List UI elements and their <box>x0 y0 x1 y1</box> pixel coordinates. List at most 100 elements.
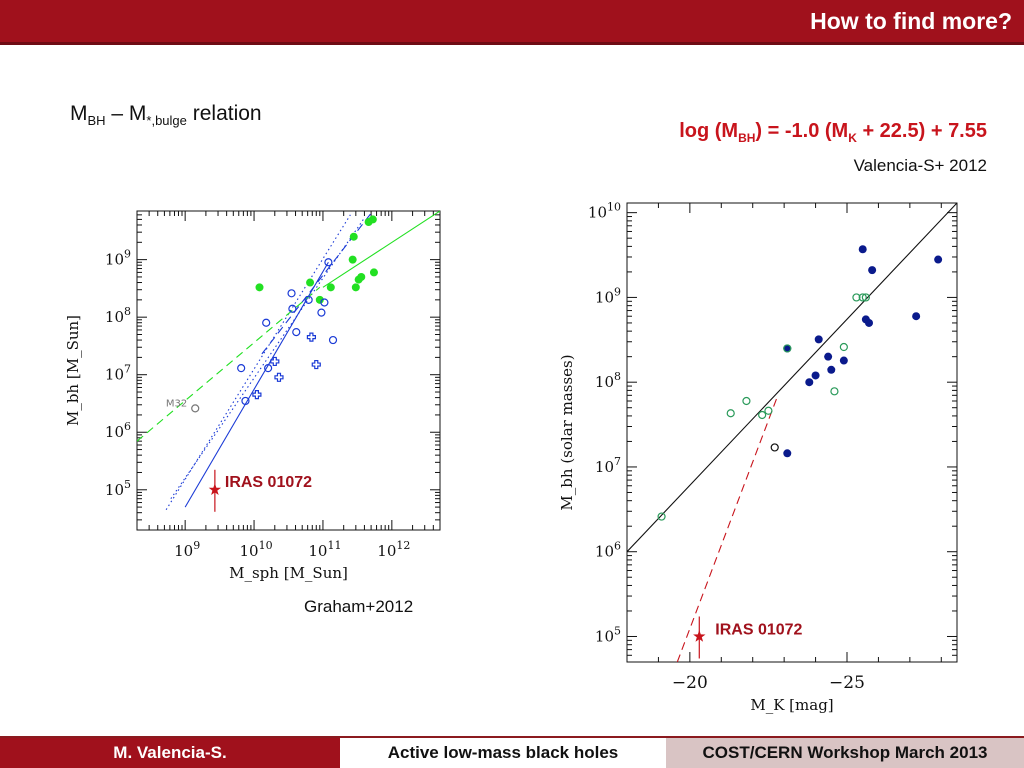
right-point <box>858 245 867 254</box>
left-point <box>191 404 200 413</box>
citation-left: Graham+2012 <box>304 597 414 616</box>
left-point <box>274 372 284 382</box>
right-point <box>770 443 779 452</box>
right-point <box>758 410 767 420</box>
slide-title: How to find more? <box>810 8 1012 34</box>
eq-part-2: ) = -1.0 (M <box>755 120 849 142</box>
left-point <box>326 283 335 292</box>
eq-sub-k: K <box>848 131 857 145</box>
right-y-tick-label: 107 <box>595 455 621 476</box>
left-point <box>262 318 271 327</box>
left-annotation-m32: M32 <box>166 398 187 409</box>
relation-label-bulge: *,bulge <box>146 113 187 129</box>
left-point <box>304 295 313 304</box>
right-x-tick-label: −20 <box>672 673 708 693</box>
left-star-point <box>208 483 222 495</box>
right-fit-line-solid <box>627 203 957 553</box>
left-point <box>357 272 366 281</box>
left-fit-line-solid <box>184 261 329 508</box>
left-plot-area <box>137 211 440 512</box>
right-point <box>868 266 877 275</box>
right-point <box>824 352 833 361</box>
left-point <box>315 295 324 304</box>
relation-label-m: M <box>70 102 88 125</box>
right-point <box>783 344 792 353</box>
left-point <box>306 332 317 342</box>
right-point <box>783 449 792 458</box>
left-point <box>311 359 321 370</box>
left-y-tick-label: 106 <box>105 420 131 441</box>
left-point <box>287 289 296 298</box>
right-point <box>657 512 666 521</box>
left-point <box>306 278 315 287</box>
left-point <box>317 308 326 317</box>
right-star-point <box>693 630 706 642</box>
left-annotation-iras: IRAS 01072 <box>225 474 312 491</box>
right-point <box>861 293 870 302</box>
left-point <box>328 335 338 345</box>
right-y-tick-label: 108 <box>595 370 621 391</box>
left-point <box>348 255 357 264</box>
title-bar-underline <box>0 42 1024 45</box>
relation-label-bh: BH <box>87 113 106 129</box>
right-y-tick-label: 106 <box>595 540 621 561</box>
right-plot-area <box>627 203 957 662</box>
eq-sub-bh: BH <box>738 131 756 145</box>
left-fit-line-solid <box>322 211 440 288</box>
right-point <box>858 293 867 302</box>
left-frame <box>136 210 441 531</box>
eq-part-1: log (M <box>679 120 739 142</box>
eq-part-3: + 22.5) + 7.55 <box>856 120 987 142</box>
right-y-tick-label: 105 <box>595 624 621 645</box>
right-point <box>827 365 836 374</box>
right-point <box>839 342 848 352</box>
left-fit-line-dotted <box>170 217 365 500</box>
footer-line <box>0 736 1024 738</box>
left-point <box>368 215 377 224</box>
left-x-tick-label: 1012 <box>377 539 410 560</box>
right-point <box>764 406 773 415</box>
footer-event: COST/CERN Workshop March 2013 <box>666 738 1024 768</box>
left-point <box>288 304 297 313</box>
left-point <box>264 364 273 373</box>
citation-right: Valencia-S+ 2012 <box>853 156 987 175</box>
right-point <box>783 344 792 353</box>
left-point <box>241 396 250 406</box>
left-x-tick-label: 1011 <box>308 539 341 560</box>
right-point <box>814 335 823 344</box>
left-x-tick-label: 1010 <box>240 539 273 560</box>
relation-label-dash: – M <box>105 102 147 125</box>
left-x-axis-label: M_sph [M_Sun] <box>229 564 348 582</box>
right-x-axis-label: M_K [mag] <box>750 696 833 714</box>
right-point <box>839 356 848 365</box>
relation-label-tail: relation <box>186 102 262 125</box>
right-x-tick-label: −25 <box>829 673 865 693</box>
title-bar <box>0 0 1024 42</box>
left-x-tick-label: 109 <box>174 539 200 560</box>
right-annotation-iras: IRAS 01072 <box>715 621 802 638</box>
right-point <box>742 396 751 406</box>
left-point <box>237 364 246 373</box>
relation-label: MBH – M*,bulge relation <box>70 102 262 128</box>
left-y-tick-label: 105 <box>105 478 131 499</box>
right-fit-line-dashed <box>676 395 779 662</box>
right-y-axis-label: M_bh (solar masses) <box>558 354 576 510</box>
left-point <box>369 268 378 277</box>
right-point <box>811 371 820 380</box>
left-point <box>349 232 358 241</box>
left-y-axis-label: M_bh [M_Sun] <box>64 315 82 426</box>
right-point <box>934 255 943 264</box>
left-y-tick-label: 108 <box>105 305 131 326</box>
right-point <box>726 409 735 418</box>
right-point <box>852 293 861 302</box>
right-point <box>912 312 921 321</box>
footer-topic: Active low-mass black holes <box>340 738 666 768</box>
right-point <box>805 378 814 387</box>
right-y-tick-label: 109 <box>595 285 621 306</box>
left-point <box>351 283 360 292</box>
left-fit-line-dashed <box>137 286 321 442</box>
left-point <box>270 356 280 367</box>
right-point <box>830 387 839 396</box>
